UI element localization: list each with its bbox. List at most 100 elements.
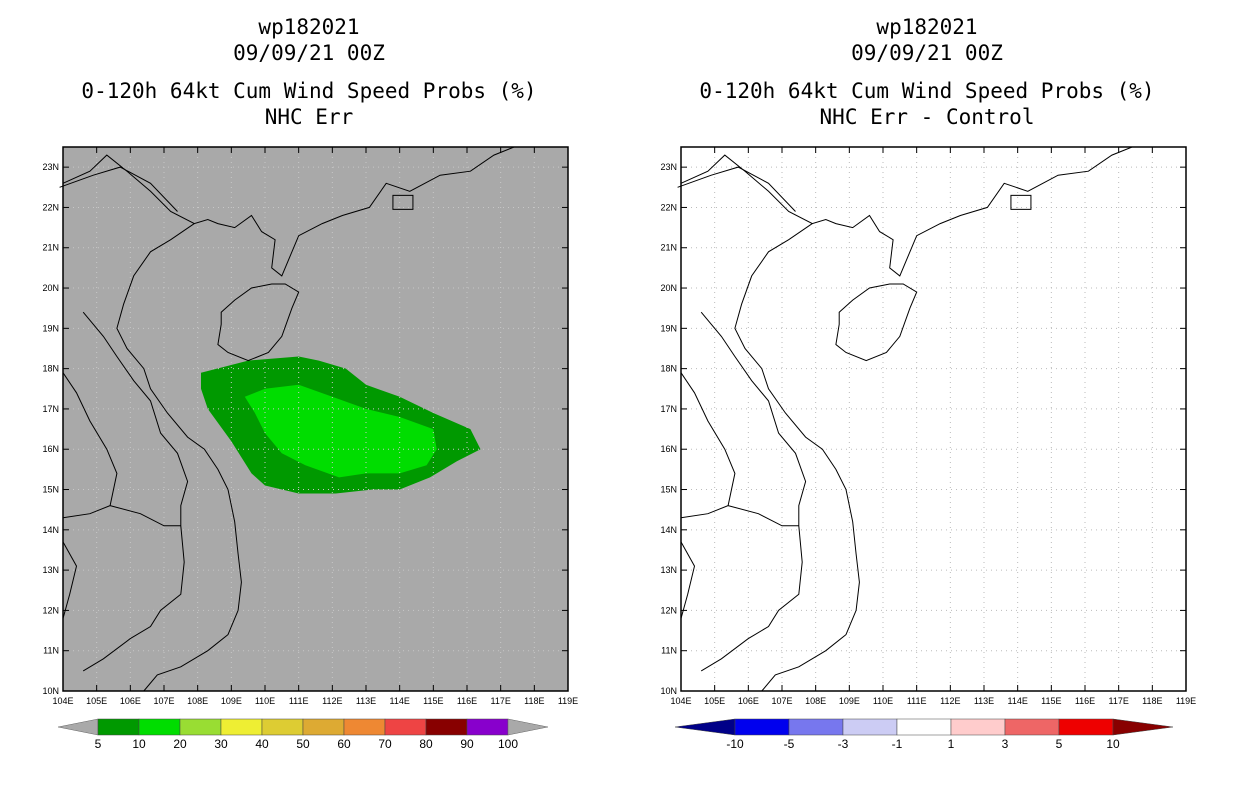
hainan-coastline	[217, 283, 300, 362]
colorbar-label: 5	[95, 737, 102, 751]
lon-tick-label: 108E	[805, 696, 826, 706]
panel-subtitle: NHC Err	[264, 105, 354, 129]
lon-tick-label: 111E	[907, 696, 927, 706]
lat-tick-label: 21N	[42, 243, 59, 253]
lon-tick-label: 105E	[86, 696, 107, 706]
coastline	[727, 505, 799, 527]
right-panel: wp182021 09/09/21 00Z 0-120h 64kt Cum Wi…	[618, 0, 1236, 800]
lat-tick-label: 11N	[661, 646, 677, 656]
lon-tick-label: 113E	[974, 696, 994, 706]
coastline	[680, 372, 736, 519]
lon-tick-label: 119E	[1176, 696, 1196, 706]
lat-tick-label: 20N	[660, 283, 677, 293]
lat-tick-label: 17N	[660, 404, 677, 414]
lat-tick-label: 14N	[660, 525, 677, 535]
colorbar-box	[384, 718, 427, 736]
colorbar-label: 40	[255, 737, 269, 751]
lat-tick-label: 18N	[42, 364, 59, 374]
lon-tick-label: 105E	[704, 696, 725, 706]
forecast-date: 09/09/21 00Z	[233, 41, 385, 65]
colorbar-label: 3	[1002, 737, 1009, 751]
colorbar-box	[1004, 718, 1060, 736]
forecast-date: 09/09/21 00Z	[851, 41, 1003, 65]
colorbar-box	[261, 718, 304, 736]
lat-tick-label: 11N	[43, 646, 59, 656]
colorbar-label: -5	[784, 737, 795, 751]
lon-tick-label: 112E	[940, 696, 960, 706]
lat-tick-label: 14N	[42, 525, 59, 535]
colorbar-arrow-right	[507, 718, 549, 736]
lat-tick-label: 23N	[660, 162, 677, 172]
lon-tick-label: 115E	[1041, 696, 1061, 706]
lat-tick-label: 18N	[660, 364, 677, 374]
coastline	[677, 166, 796, 212]
lat-tick-label: 12N	[42, 605, 59, 615]
lat-tick-label: 21N	[660, 243, 677, 253]
colorbar-label: 90	[460, 737, 474, 751]
coastline	[62, 372, 118, 519]
colorbar-arrow-left	[57, 718, 99, 736]
map-frame	[680, 146, 1187, 692]
colorbar-box	[179, 718, 222, 736]
colorbar-box	[220, 718, 263, 736]
colorbar-box	[734, 718, 790, 736]
lat-tick-label: 16N	[660, 444, 677, 454]
storm-id: wp182021	[258, 15, 360, 39]
lat-tick-label: 15N	[42, 485, 59, 495]
lon-tick-label: 117E	[490, 696, 510, 706]
right-map: 104E 105E 106E 107E 108E 109E 110E 111E 112E 113E…	[660, 146, 1196, 751]
lat-tick-label: 20N	[42, 283, 59, 293]
coastline	[82, 311, 189, 672]
coastline	[62, 541, 78, 619]
colorbar-label: 60	[337, 737, 351, 751]
colorbar-label: -10	[726, 737, 744, 751]
map-frame	[62, 146, 569, 692]
lon-tick-label: 111E	[289, 696, 309, 706]
colorbar-box	[950, 718, 1006, 736]
lat-tick-label: 13N	[660, 565, 677, 575]
colorbar-label: 80	[419, 737, 433, 751]
coastline	[109, 505, 181, 527]
product-title: 0-120h 64kt Cum Wind Speed Probs (%)	[81, 79, 537, 103]
lon-tick-label: 116E	[457, 696, 477, 706]
colorbar-box	[425, 718, 468, 736]
lat-tick-label: 23N	[42, 162, 59, 172]
coastline	[62, 146, 515, 277]
coastline	[680, 541, 696, 619]
lon-tick-label: 115E	[423, 696, 443, 706]
lat-tick-label: 13N	[42, 565, 59, 575]
lon-tick-label: 114E	[389, 696, 409, 706]
colorbar-label: 1	[948, 737, 955, 751]
lon-tick-label: 114E	[1007, 696, 1027, 706]
lon-tick-label: 112E	[322, 696, 342, 706]
colorbar-label: -1	[892, 737, 903, 751]
colorbar-box	[97, 718, 140, 736]
colorbar-label: 10	[132, 737, 146, 751]
colorbar-label: 50	[296, 737, 310, 751]
lon-tick-label: 109E	[221, 696, 242, 706]
left-map: 104E 105E 106E 107E 108E 109E 110E 111E 112E 113E…	[42, 146, 578, 751]
hong-kong-marker	[392, 194, 414, 210]
colorbar-box	[343, 718, 386, 736]
coastline	[59, 166, 178, 212]
colorbar-label: 5	[1056, 737, 1063, 751]
lon-tick-label: 106E	[120, 696, 141, 706]
colorbar-box	[302, 718, 345, 736]
lat-tick-label: 15N	[660, 485, 677, 495]
panel-subtitle: NHC Err - Control	[819, 105, 1035, 129]
lat-tick-label: 22N	[660, 202, 677, 212]
lat-tick-label: 22N	[42, 202, 59, 212]
lat-tick-label: 19N	[42, 323, 59, 333]
lat-tick-label: 12N	[660, 605, 677, 615]
coastline	[116, 223, 242, 692]
lat-tick-label: 16N	[42, 444, 59, 454]
lon-tick-label: 118E	[524, 696, 544, 706]
colorbar-box	[842, 718, 898, 736]
left-title-block: wp182021 09/09/21 00Z 0-120h 64kt Cum Wi…	[0, 14, 618, 130]
map-background	[681, 147, 1186, 691]
colorbar-box	[896, 718, 952, 736]
lon-tick-label: 107E	[153, 696, 174, 706]
colorbar-label: 20	[173, 737, 187, 751]
hong-kong-marker	[1010, 194, 1032, 210]
lon-tick-label: 118E	[1142, 696, 1162, 706]
